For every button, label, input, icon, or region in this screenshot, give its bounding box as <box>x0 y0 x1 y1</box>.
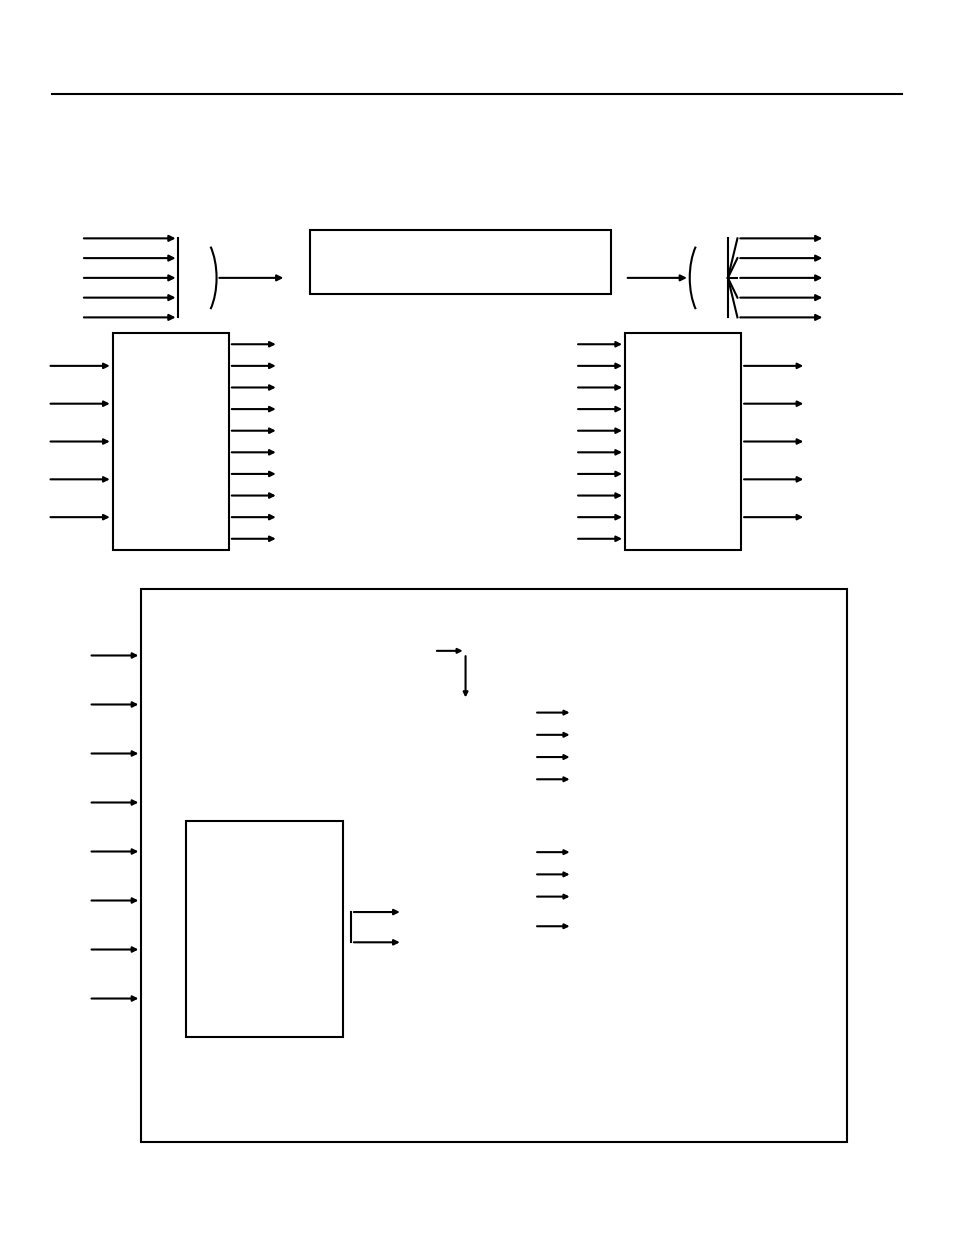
FancyBboxPatch shape <box>186 821 343 1037</box>
FancyBboxPatch shape <box>112 333 229 550</box>
FancyBboxPatch shape <box>310 230 610 294</box>
FancyBboxPatch shape <box>624 333 740 550</box>
FancyBboxPatch shape <box>141 589 846 1142</box>
